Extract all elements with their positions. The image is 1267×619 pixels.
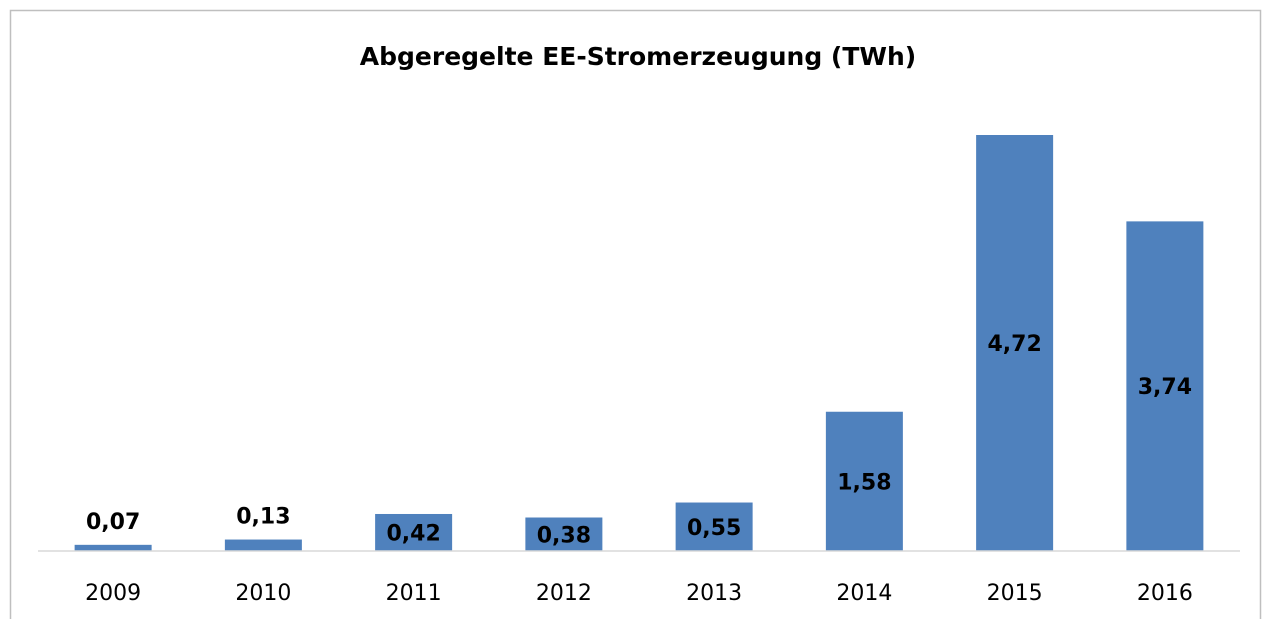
bar (224, 539, 302, 551)
x-tick-label: 2010 (235, 581, 291, 606)
value-label: 3,74 (1138, 375, 1192, 400)
value-label: 0,13 (236, 505, 290, 530)
value-label: 0,55 (687, 516, 741, 541)
value-label: 0,07 (86, 510, 140, 535)
x-tick-label: 2015 (987, 581, 1043, 606)
value-label: 0,42 (386, 521, 440, 546)
x-tick-label: 2013 (686, 581, 742, 606)
x-tick-label: 2011 (386, 581, 442, 606)
x-tick-label: 2014 (836, 581, 892, 606)
bar (825, 411, 903, 551)
bar (375, 513, 453, 551)
chart-frame (9, 9, 1262, 619)
chart-title: Abgeregelte EE-Stromerzeugung (TWh) (360, 42, 916, 71)
bar (1126, 221, 1204, 552)
value-label: 4,72 (987, 332, 1041, 357)
bar (675, 502, 753, 551)
bar (525, 517, 603, 551)
bar (74, 544, 152, 551)
value-label: 1,58 (837, 470, 891, 495)
x-tick-label: 2016 (1137, 581, 1193, 606)
value-label: 0,38 (537, 523, 591, 548)
bar (976, 135, 1054, 551)
x-tick-label: 2012 (536, 581, 592, 606)
x-tick-label: 2009 (85, 581, 141, 606)
